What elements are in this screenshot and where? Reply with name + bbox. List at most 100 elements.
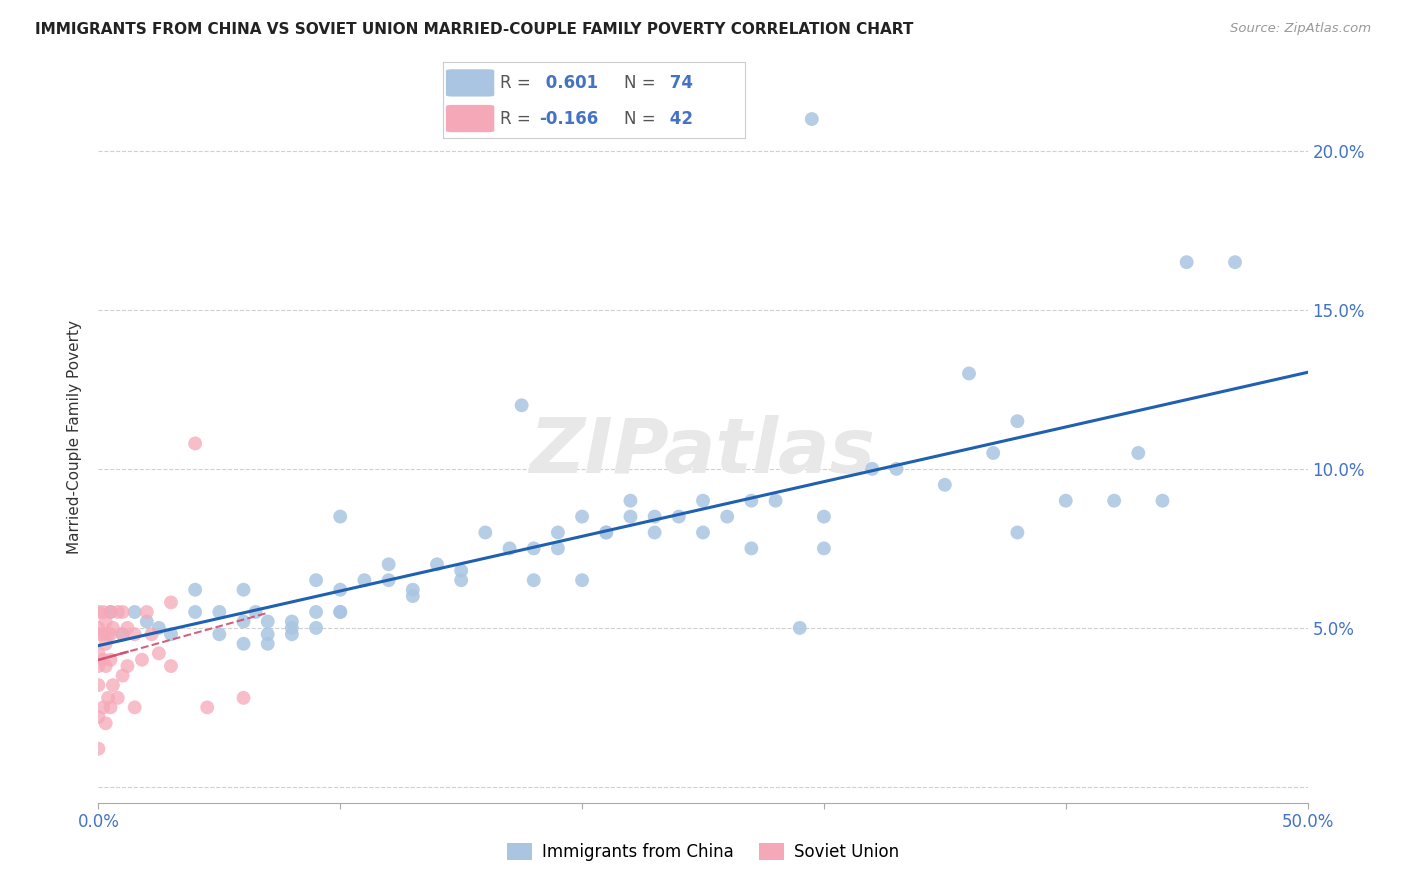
Point — [141, 627, 163, 641]
Point — [1007, 414, 1029, 428]
Point — [981, 446, 1004, 460]
Point — [281, 615, 304, 629]
Point — [232, 690, 254, 705]
Point — [547, 525, 569, 540]
Point — [124, 627, 146, 641]
Point — [195, 700, 218, 714]
Point — [740, 493, 762, 508]
Text: N =: N = — [624, 110, 661, 128]
Point — [595, 525, 617, 540]
Point — [87, 646, 110, 660]
Point — [100, 627, 122, 641]
Point — [97, 690, 120, 705]
Point — [377, 573, 399, 587]
Point — [184, 436, 207, 450]
Point — [208, 605, 231, 619]
Point — [716, 509, 738, 524]
Point — [1102, 493, 1125, 508]
Text: R =: R = — [501, 74, 536, 92]
Point — [668, 509, 690, 524]
Point — [547, 541, 569, 556]
Point — [789, 621, 811, 635]
Point — [498, 541, 520, 556]
FancyBboxPatch shape — [446, 105, 495, 132]
Point — [87, 678, 110, 692]
Point — [232, 637, 254, 651]
Point — [101, 678, 124, 692]
Text: IMMIGRANTS FROM CHINA VS SOVIET UNION MARRIED-COUPLE FAMILY POVERTY CORRELATION : IMMIGRANTS FROM CHINA VS SOVIET UNION MA… — [35, 22, 914, 37]
Point — [813, 509, 835, 524]
Point — [94, 615, 117, 629]
Point — [100, 653, 122, 667]
Point — [1128, 446, 1150, 460]
Point — [135, 615, 157, 629]
Point — [160, 595, 183, 609]
Point — [94, 716, 117, 731]
Point — [860, 462, 883, 476]
Point — [329, 582, 352, 597]
Point — [91, 700, 114, 714]
Point — [256, 615, 278, 629]
Legend: Immigrants from China, Soviet Union: Immigrants from China, Soviet Union — [501, 836, 905, 868]
Text: -0.166: -0.166 — [540, 110, 599, 128]
Point — [232, 615, 254, 629]
Point — [87, 621, 110, 635]
Point — [450, 564, 472, 578]
Point — [148, 646, 170, 660]
Point — [256, 627, 278, 641]
Text: 0.601: 0.601 — [540, 74, 598, 92]
Point — [87, 627, 110, 641]
Point — [91, 605, 114, 619]
Point — [256, 637, 278, 651]
Point — [450, 573, 472, 587]
Text: Source: ZipAtlas.com: Source: ZipAtlas.com — [1230, 22, 1371, 36]
Point — [800, 112, 823, 126]
Point — [377, 558, 399, 572]
Point — [1054, 493, 1077, 508]
Point — [523, 573, 546, 587]
Point — [402, 589, 425, 603]
Point — [184, 605, 207, 619]
Point — [87, 659, 110, 673]
Point — [87, 741, 110, 756]
FancyBboxPatch shape — [446, 70, 495, 96]
Point — [692, 493, 714, 508]
Point — [1152, 493, 1174, 508]
Point — [1175, 255, 1198, 269]
Point — [100, 700, 122, 714]
Text: R =: R = — [501, 110, 536, 128]
Point — [426, 558, 449, 572]
Point — [402, 582, 425, 597]
Point — [571, 573, 593, 587]
Point — [91, 627, 114, 641]
Text: 42: 42 — [664, 110, 693, 128]
Point — [91, 653, 114, 667]
Point — [117, 621, 139, 635]
Point — [100, 605, 122, 619]
Point — [281, 621, 304, 635]
Point — [111, 627, 134, 641]
Point — [644, 509, 666, 524]
Point — [208, 627, 231, 641]
Point — [107, 690, 129, 705]
Point — [644, 525, 666, 540]
Point — [765, 493, 787, 508]
Point — [245, 605, 267, 619]
Point — [100, 605, 122, 619]
Point — [523, 541, 546, 556]
Point — [135, 605, 157, 619]
Point — [886, 462, 908, 476]
Point — [619, 509, 641, 524]
Point — [117, 659, 139, 673]
Point — [957, 367, 980, 381]
Point — [329, 605, 352, 619]
Point — [232, 582, 254, 597]
Point — [595, 525, 617, 540]
Point — [510, 398, 533, 412]
Point — [87, 605, 110, 619]
Point — [813, 541, 835, 556]
Text: 74: 74 — [664, 74, 693, 92]
Point — [1007, 525, 1029, 540]
Point — [160, 627, 183, 641]
Point — [131, 653, 153, 667]
